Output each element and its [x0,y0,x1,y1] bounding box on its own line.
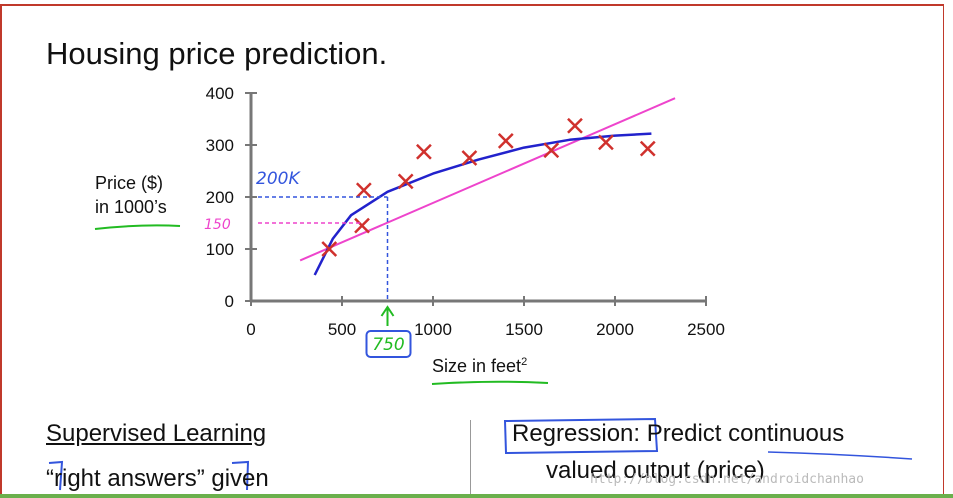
data-point-mark [497,132,514,149]
y-tick-label: 300 [206,136,234,155]
data-point [354,217,370,234]
linear-fit-line [299,97,676,262]
data-point [355,182,372,199]
query-arrow [380,305,395,326]
column-divider [470,420,471,498]
data-point-mark [639,140,656,157]
slide-title: Housing price prediction. [46,36,388,71]
right-answers-bracket-left [48,460,64,491]
annotation-200k: 200K [256,169,301,189]
regression-line: Regression: Predict continuous [512,420,844,448]
data-point-mark [354,217,370,234]
data-point [321,241,338,257]
y-tick-label: 100 [206,240,234,259]
annotation-750: 750 [372,335,404,355]
data-point-mark [355,182,372,199]
data-point [598,134,614,151]
data-point [397,173,414,190]
data-point-mark [416,143,432,160]
data-point [416,143,432,160]
bottom-strip [0,494,953,498]
x-axis-label-text: Size in feet [432,356,522,376]
data-point [497,132,514,149]
x-tick-label: 1500 [505,320,543,339]
y-tick-label: 400 [206,84,234,103]
data-point-mark [543,142,560,159]
quadratic-fit-curve [313,132,652,276]
x-axis-label-sup: 2 [521,356,528,368]
watermark: http://blog.csdn.net/androidchanhao [590,472,864,487]
x-tick-label: 500 [328,320,356,339]
slide-frame [0,4,944,494]
regression-word: Regression [512,420,634,447]
continuous-underline [767,451,913,460]
valued-output-text: valued output (price) [546,457,765,484]
supervised-learning-heading: Supervised Learning [46,420,267,447]
data-point [567,117,583,134]
right-answers-bracket-right [231,460,250,491]
xlabel-underline [431,380,549,385]
regression-box [503,417,659,455]
data-point-mark [598,134,614,151]
x-tick-label: 2000 [596,320,634,339]
data-point [543,142,560,159]
right-answers-text: “right answers” given [46,465,269,492]
data-point [639,140,656,157]
data-point [461,150,478,166]
data-point-mark [461,150,478,166]
x-axis-label: Size in feet2 [432,356,527,377]
data-point-mark [567,117,583,134]
annotation-150: 150 [204,217,231,233]
predict-text: : Predict continuous [633,420,845,447]
data-point-mark [321,241,338,257]
ylabel-underline [94,224,181,230]
annotation-750-box [365,330,412,358]
x-tick-label: 0 [246,320,255,339]
y-tick-label: 0 [225,292,234,311]
y-tick-label: 200 [206,188,234,207]
x-tick-label: 1000 [414,320,452,339]
x-tick-label: 2500 [687,320,725,339]
y-axis-label-line1: Price ($) [95,173,164,193]
y-axis-label-line2: in 1000’s [95,197,167,217]
data-point-mark [397,173,414,190]
y-axis-label: Price ($) in 1000’s [95,171,167,219]
